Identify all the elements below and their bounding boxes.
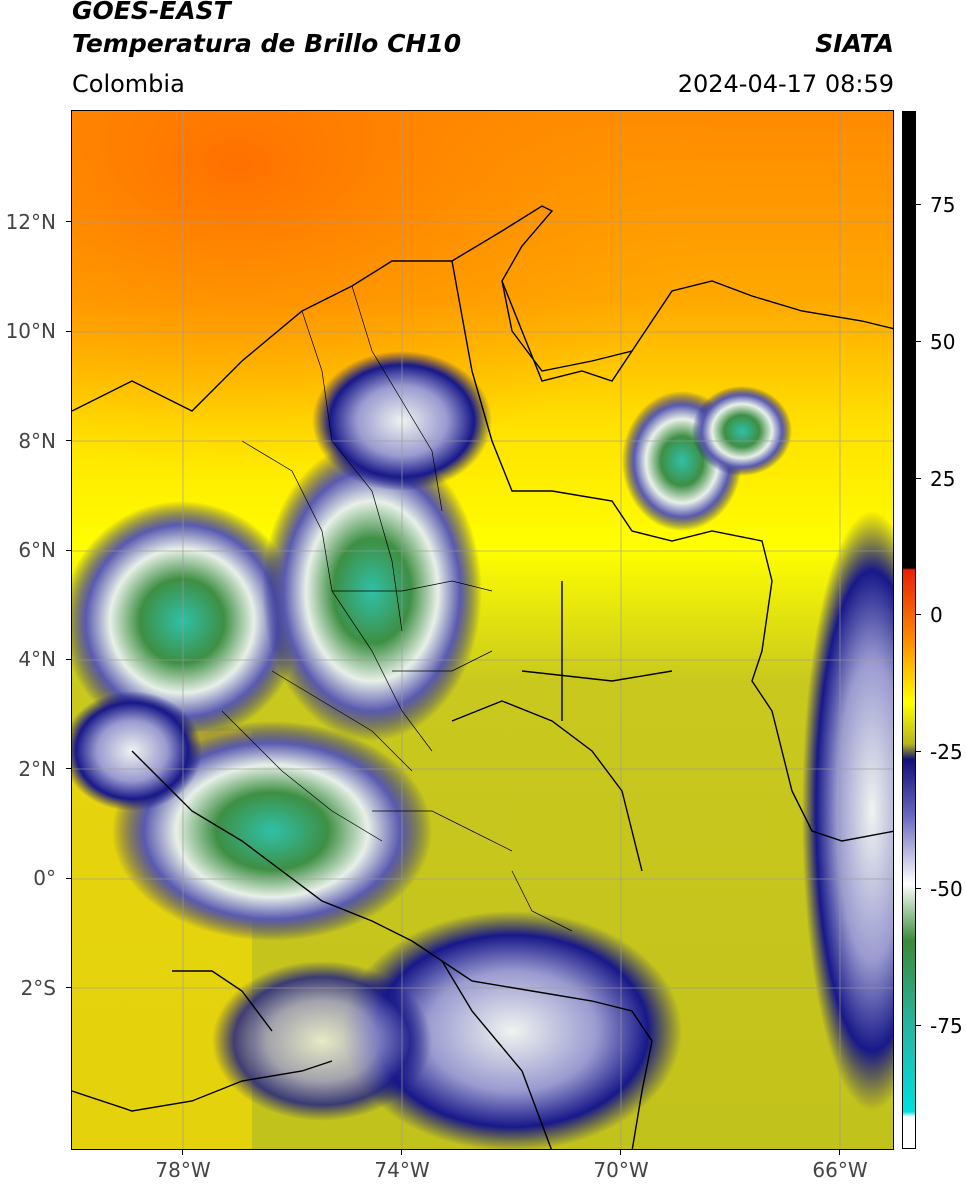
department-borders: [221, 285, 573, 932]
colorbar-label: 50: [930, 330, 956, 354]
colorbar-tick-mark: [916, 341, 921, 342]
lat-label: 2°S: [20, 976, 56, 1000]
colorbar-label: -25: [930, 740, 963, 764]
colorbar-label: 0: [930, 603, 943, 627]
lat-tick-mark: [66, 550, 71, 551]
colorbar-tick-mark: [916, 751, 921, 752]
lat-tick-mark: [66, 878, 71, 879]
lat-label: 8°N: [18, 429, 56, 453]
colorbar-tick-mark: [916, 204, 921, 205]
lat-tick-mark: [66, 987, 71, 988]
colorbar-label: -50: [930, 877, 963, 901]
map-svg: [72, 111, 893, 1149]
colorbar: [902, 111, 916, 1149]
lon-tick-mark: [401, 1150, 402, 1155]
lat-label: 12°N: [5, 210, 56, 234]
datetime-label: 2024-04-17 08:59: [677, 70, 894, 98]
brightness-temperature-map: [71, 110, 894, 1150]
agency-label: SIATA: [815, 29, 894, 58]
colorbar-label: 75: [930, 193, 956, 217]
lon-tick-mark: [839, 1150, 840, 1155]
lon-label: 70°W: [593, 1158, 649, 1182]
map-gridlines: [72, 111, 893, 1149]
lat-tick-mark: [66, 659, 71, 660]
colorbar-label: 25: [930, 467, 956, 491]
lat-label: 6°N: [18, 538, 56, 562]
colorbar-label: -75: [930, 1014, 963, 1038]
lat-tick-mark: [66, 768, 71, 769]
product-title: Temperatura de Brillo CH10: [72, 29, 462, 58]
colorbar-tick-mark: [916, 478, 921, 479]
region-label: Colombia: [72, 70, 185, 98]
satellite-title: GOES-EAST: [72, 0, 231, 25]
lat-label: 10°N: [5, 319, 56, 343]
lat-tick-mark: [66, 221, 71, 222]
lat-label: 0°: [33, 866, 56, 890]
colorbar-tick-mark: [916, 614, 921, 615]
lon-tick-mark: [182, 1150, 183, 1155]
colorbar-tick-mark: [916, 1025, 921, 1026]
title-block: GOES-EAST Temperatura de Brillo CH10: [72, 0, 461, 60]
colorbar-tick-mark: [916, 888, 921, 889]
lon-label: 66°W: [812, 1158, 868, 1182]
lon-label: 74°W: [374, 1158, 430, 1182]
lon-label: 78°W: [155, 1158, 211, 1182]
lat-label: 4°N: [18, 647, 56, 671]
lat-tick-mark: [66, 331, 71, 332]
lon-tick-mark: [620, 1150, 621, 1155]
lat-label: 2°N: [18, 757, 56, 781]
country-borders: [72, 205, 893, 1149]
lat-tick-mark: [66, 440, 71, 441]
